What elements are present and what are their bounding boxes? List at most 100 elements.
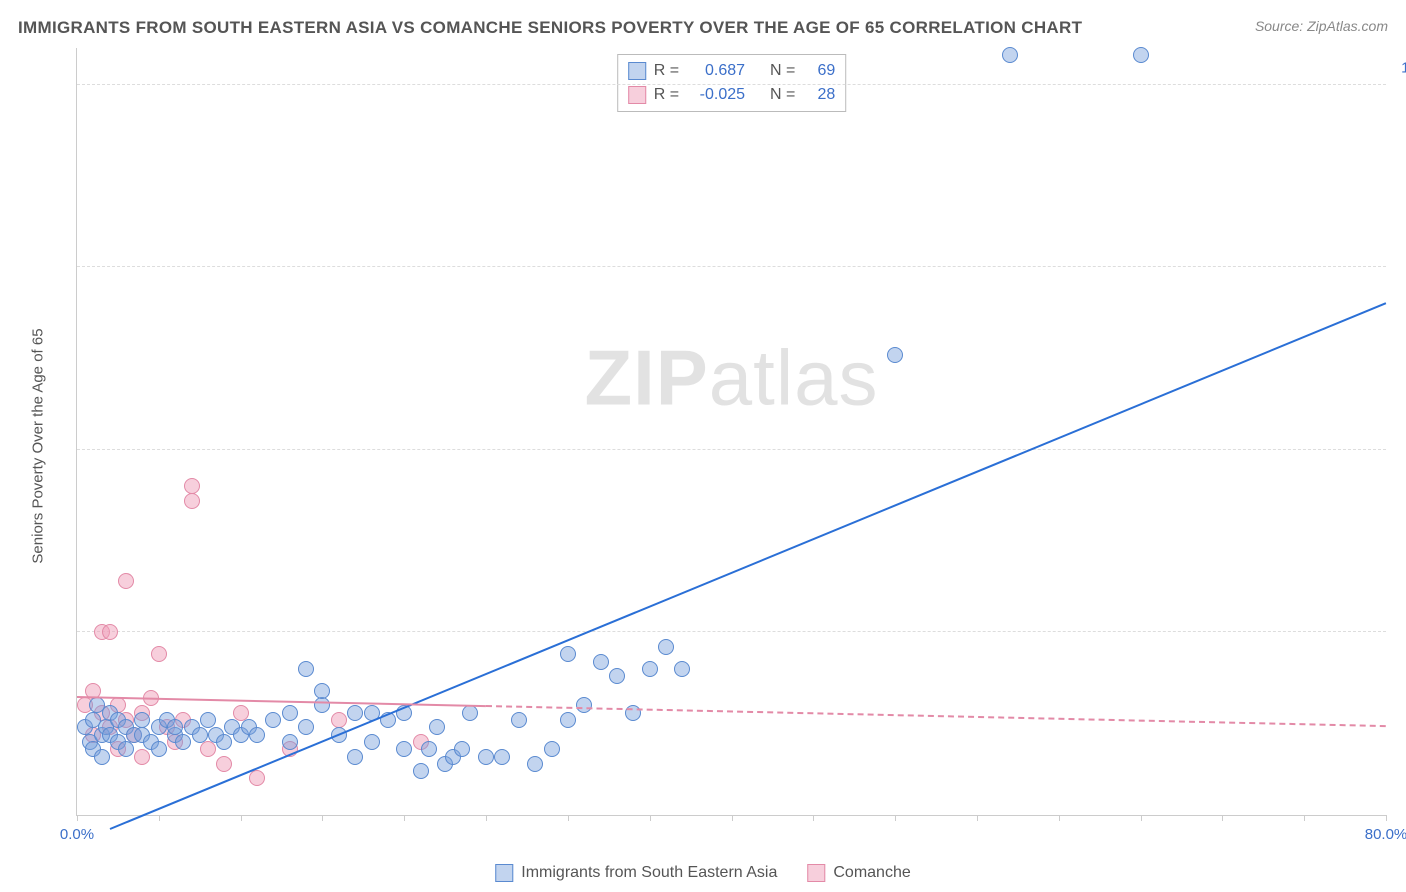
data-point	[167, 719, 183, 735]
data-point	[175, 734, 191, 750]
legend-swatch	[628, 62, 646, 80]
x-tick-label: 0.0%	[60, 826, 94, 843]
r-value: 0.687	[687, 59, 745, 83]
trend-line	[109, 302, 1386, 830]
data-point	[478, 749, 494, 765]
data-point	[265, 712, 281, 728]
data-point	[282, 734, 298, 750]
data-point	[331, 712, 347, 728]
data-point	[298, 661, 314, 677]
data-point	[249, 727, 265, 743]
x-tick-label: 80.0%	[1365, 826, 1406, 843]
data-point	[151, 646, 167, 662]
data-point	[511, 712, 527, 728]
series-legend: Immigrants from South Eastern Asia Comanc…	[495, 864, 910, 882]
x-tick	[732, 815, 733, 821]
data-point	[134, 712, 150, 728]
data-point	[454, 741, 470, 757]
data-point	[396, 741, 412, 757]
data-point	[560, 646, 576, 662]
x-tick	[813, 815, 814, 821]
data-point	[216, 756, 232, 772]
data-point	[94, 749, 110, 765]
data-point	[421, 741, 437, 757]
data-point	[249, 770, 265, 786]
data-point	[184, 493, 200, 509]
legend-item: Comanche	[807, 864, 910, 882]
legend-item: Immigrants from South Eastern Asia	[495, 864, 777, 882]
data-point	[200, 712, 216, 728]
trend-line	[486, 705, 1386, 727]
stats-row: R =-0.025 N =28	[628, 83, 836, 107]
x-tick	[486, 815, 487, 821]
x-tick	[1386, 815, 1387, 821]
chart-title: IMMIGRANTS FROM SOUTH EASTERN ASIA VS CO…	[18, 18, 1082, 38]
data-point	[544, 741, 560, 757]
watermark-bold: ZIP	[584, 333, 708, 421]
legend-swatch	[628, 86, 646, 104]
data-point	[413, 763, 429, 779]
data-point	[192, 727, 208, 743]
data-point	[134, 749, 150, 765]
x-tick	[895, 815, 896, 821]
n-value: 69	[803, 59, 835, 83]
data-point	[609, 668, 625, 684]
x-tick	[241, 815, 242, 821]
data-point	[364, 734, 380, 750]
x-tick	[1304, 815, 1305, 821]
legend-swatch	[495, 864, 513, 882]
y-tick-label: 50.0%	[1392, 424, 1406, 441]
watermark-light: atlas	[709, 333, 879, 421]
legend-label: Immigrants from South Eastern Asia	[521, 864, 777, 882]
plot-region: ZIPatlas R =0.687 N =69R =-0.025 N =28 2…	[76, 48, 1386, 816]
data-point	[216, 734, 232, 750]
data-point	[118, 741, 134, 757]
y-axis-label: Seniors Poverty Over the Age of 65	[30, 328, 47, 563]
data-point	[200, 741, 216, 757]
data-point	[560, 712, 576, 728]
source-name: ZipAtlas.com	[1307, 18, 1388, 34]
y-tick-label: 100.0%	[1392, 59, 1406, 76]
watermark: ZIPatlas	[584, 332, 878, 423]
data-point	[102, 624, 118, 640]
chart-area: Seniors Poverty Over the Age of 65 ZIPat…	[48, 48, 1386, 844]
n-value: 28	[803, 83, 835, 107]
n-label: N =	[770, 59, 795, 83]
y-tick-label: 25.0%	[1392, 607, 1406, 624]
data-point	[429, 719, 445, 735]
gridline	[77, 266, 1386, 267]
data-point	[527, 756, 543, 772]
r-value: -0.025	[687, 83, 745, 107]
data-point	[184, 478, 200, 494]
data-point	[282, 705, 298, 721]
y-tick-label: 75.0%	[1392, 242, 1406, 259]
data-point	[314, 697, 330, 713]
legend-label: Comanche	[833, 864, 910, 882]
data-point	[298, 719, 314, 735]
x-tick	[650, 815, 651, 821]
x-tick	[977, 815, 978, 821]
data-point	[1133, 47, 1149, 63]
data-point	[494, 749, 510, 765]
data-point	[462, 705, 478, 721]
r-label: R =	[654, 59, 679, 83]
source-prefix: Source:	[1255, 18, 1307, 34]
x-tick	[1059, 815, 1060, 821]
x-tick	[77, 815, 78, 821]
n-label: N =	[770, 83, 795, 107]
data-point	[1002, 47, 1018, 63]
data-point	[674, 661, 690, 677]
data-point	[233, 705, 249, 721]
x-tick	[322, 815, 323, 821]
data-point	[658, 639, 674, 655]
data-point	[642, 661, 658, 677]
x-tick	[568, 815, 569, 821]
data-point	[347, 705, 363, 721]
x-tick	[404, 815, 405, 821]
data-point	[593, 654, 609, 670]
x-tick	[1141, 815, 1142, 821]
x-tick	[159, 815, 160, 821]
gridline	[77, 449, 1386, 450]
data-point	[118, 573, 134, 589]
data-point	[347, 749, 363, 765]
